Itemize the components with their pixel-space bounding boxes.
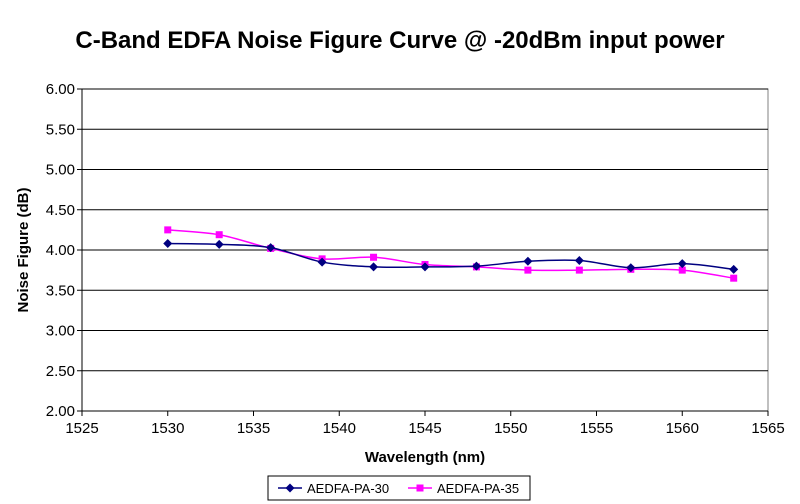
data-point-aedfa-pa-35: [730, 274, 738, 282]
y-axis-label: Noise Figure (dB): [15, 187, 32, 312]
y-tick-label: 2.00: [46, 403, 75, 420]
x-tick-label: 1525: [65, 420, 98, 437]
data-point-aedfa-pa-35: [575, 266, 583, 274]
data-point-aedfa-pa-30: [677, 259, 687, 269]
data-point-aedfa-pa-35: [678, 266, 686, 274]
x-tick-label: 1550: [494, 420, 527, 437]
series: [163, 226, 739, 282]
axes: [77, 88, 769, 416]
x-tick-label: 1555: [580, 420, 613, 437]
legend: AEDFA-PA-30 AEDFA-PA-35: [267, 475, 531, 501]
data-point-aedfa-pa-35: [524, 266, 532, 274]
legend-label-aedfa-pa-30: AEDFA-PA-30: [307, 481, 389, 496]
data-point-aedfa-pa-30: [214, 239, 224, 249]
y-tick-label: 4.00: [46, 242, 75, 259]
legend-entry-aedfa-pa-30: AEDFA-PA-30: [278, 481, 389, 496]
y-tick-label: 6.00: [46, 81, 75, 98]
x-tick-label: 1540: [323, 420, 356, 437]
y-tick-label: 4.50: [46, 202, 75, 219]
data-point-aedfa-pa-35: [370, 253, 378, 261]
grid-lines: [82, 88, 768, 372]
chart-title: C-Band EDFA Noise Figure Curve @ -20dBm …: [75, 27, 724, 54]
data-point-aedfa-pa-35: [215, 231, 223, 239]
x-tick-label: 1560: [666, 420, 699, 437]
series-aedfa-pa-30: [163, 239, 739, 274]
data-point-aedfa-pa-30: [626, 263, 636, 273]
data-point-aedfa-pa-30: [729, 264, 739, 274]
y-tick-label: 2.50: [46, 363, 75, 380]
legend-box: [267, 475, 531, 501]
data-point-aedfa-pa-30: [523, 256, 533, 266]
legend-entry-aedfa-pa-35: AEDFA-PA-35: [408, 481, 519, 496]
data-point-aedfa-pa-30: [317, 257, 327, 267]
legend-marker-aedfa-pa-30: [285, 483, 295, 493]
y-tick-label: 5.00: [46, 162, 75, 179]
data-point-aedfa-pa-30: [420, 262, 430, 272]
legend-marker-aedfa-pa-35: [416, 484, 424, 492]
x-axis-label: Wavelength (nm): [365, 449, 485, 466]
x-tick-label: 1535: [237, 420, 270, 437]
data-point-aedfa-pa-30: [574, 255, 584, 265]
x-tick-label: 1530: [151, 420, 184, 437]
data-point-aedfa-pa-30: [369, 262, 379, 272]
y-tick-label: 5.50: [46, 121, 75, 138]
x-tick-label: 1565: [751, 420, 784, 437]
y-tick-label: 3.00: [46, 323, 75, 340]
x-tick-label: 1545: [408, 420, 441, 437]
data-point-aedfa-pa-30: [471, 261, 481, 271]
data-point-aedfa-pa-30: [266, 243, 276, 253]
x-tick-labels: 1525 1530 1535 1540 1545 1550 1555 1560 1565: [65, 420, 784, 437]
legend-label-aedfa-pa-35: AEDFA-PA-35: [437, 481, 519, 496]
data-point-aedfa-pa-30: [163, 239, 173, 249]
data-point-aedfa-pa-35: [164, 226, 172, 234]
y-tick-labels: 2.00 2.50 3.00 3.50 4.00 4.50 5.00 5.50 6.00: [46, 81, 75, 420]
y-tick-label: 3.50: [46, 282, 75, 299]
